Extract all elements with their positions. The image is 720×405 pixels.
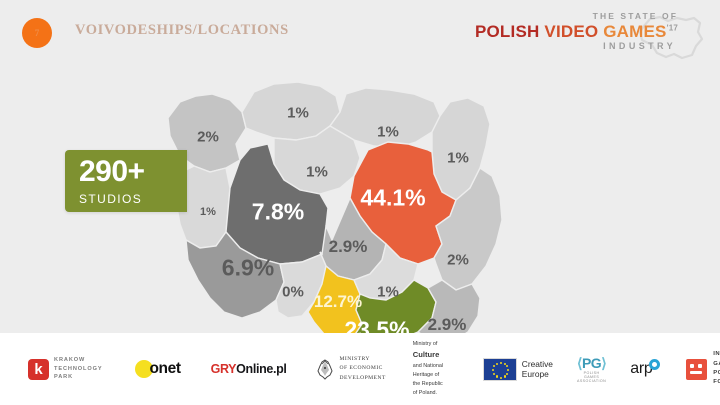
brand-text: THE STATE OF POLISH VIDEO GAMES'17 INDUS… xyxy=(475,12,678,51)
culture-line-1: Ministry of xyxy=(412,340,438,347)
brand-line-2: POLISH VIDEO GAMES'17 xyxy=(475,23,678,40)
culture-line-3: and National xyxy=(412,362,444,369)
poland-outline-icon xyxy=(638,15,704,60)
brand-word-games: GAMES xyxy=(603,21,667,41)
logo-krakow-technology-park[interactable]: k KRAKOW TECHNOLOGY PARK xyxy=(28,356,102,382)
ktp-line-2: TECHNOLOGY xyxy=(54,365,103,372)
moed-line-2: OF ECONOMIC xyxy=(339,365,383,372)
pg-mark: ⟨PG⟩ xyxy=(577,355,607,372)
gry-part-2: Online.pl xyxy=(236,362,287,376)
logo-gryonline[interactable]: GRYOnline.pl xyxy=(211,362,287,376)
poland-choropleth-map: 2% 1% 1% 1% 1% 1% 7.8% 44.1% 2% 6.9% 2.9% 0% 12.7% 1%… xyxy=(150,40,580,343)
map-regions-group xyxy=(167,81,503,340)
logo-polish-games-association[interactable]: ⟨PG⟩ POLISH GAMES ASSOCIATION xyxy=(576,355,607,383)
section-number: 7 xyxy=(34,28,40,38)
studios-label: STUDIOS xyxy=(79,192,143,206)
brand-line-3: INDUSTRY xyxy=(603,40,676,51)
moed-label: MINISTRY OF ECONOMIC DEVELOPMENT xyxy=(340,355,386,384)
igpf-square-icon xyxy=(686,358,708,380)
culture-line-2: Culture xyxy=(412,350,440,359)
logo-creative-europe[interactable]: Creative Europe xyxy=(482,357,553,381)
pg-letters: PG xyxy=(581,355,602,371)
culture-label: Ministry of Culture and National Heritag… xyxy=(413,340,461,398)
eu-flag-icon xyxy=(482,357,517,381)
gryonline-label: GRYOnline.pl xyxy=(211,362,287,376)
polish-eagle-crest-icon xyxy=(316,358,333,380)
ktp-line-3: PARK xyxy=(54,374,74,381)
creative-europe-label: Creative Europe xyxy=(522,359,553,380)
slide-header: 7 VOIVODESHIPS/LOCATIONS xyxy=(0,0,720,58)
arp-ring-icon xyxy=(649,359,661,370)
map-svg xyxy=(167,81,503,340)
moed-line-1: MINISTRY xyxy=(339,355,370,362)
logo-ministry-of-culture[interactable]: Ministry of Culture and National Heritag… xyxy=(413,340,461,398)
ktp-line-1: KRAKOW xyxy=(54,357,86,364)
section-number-badge: 7 xyxy=(22,18,52,48)
ktp-k-icon: k xyxy=(28,358,49,380)
culture-line-4: Heritage of xyxy=(412,371,440,378)
igpf-line-2: POLAND xyxy=(713,370,720,376)
ce-line-2: Europe xyxy=(521,369,549,379)
logo-arp[interactable]: arp xyxy=(630,359,661,378)
brand-line-1: THE STATE OF xyxy=(592,11,678,21)
gry-part-1: GRY xyxy=(210,362,237,376)
page-title: VOIVODESHIPS/LOCATIONS xyxy=(75,22,289,38)
brand-word-polish: POLISH xyxy=(474,21,540,41)
ce-line-1: Creative xyxy=(521,358,553,369)
partner-logo-strip: k KRAKOW TECHNOLOGY PARK onet GRYOnline.… xyxy=(0,333,720,405)
ktp-label: KRAKOW TECHNOLOGY PARK xyxy=(54,356,102,382)
studios-count: 290+ xyxy=(79,155,145,188)
logo-indie-games-poland-foundation[interactable]: INDIE GAMES POLAND FOUNDATION xyxy=(686,350,720,388)
brand-word-video: VIDEO xyxy=(544,21,599,41)
igpf-line-1: INDIE GAMES xyxy=(713,351,720,367)
culture-line-5: the Republic xyxy=(412,380,443,387)
brand-year-superscript: '17 xyxy=(666,22,678,32)
pg-chevron-left-icon: ⟨ xyxy=(577,355,582,371)
onet-dot-icon xyxy=(135,360,154,378)
onet-label: onet xyxy=(149,360,181,377)
pg-sublabel: POLISH GAMES ASSOCIATION xyxy=(576,371,607,383)
logo-onet[interactable]: onet xyxy=(135,360,181,378)
culture-line-6: of Poland. xyxy=(412,389,438,396)
studios-callout: 290+ STUDIOS xyxy=(65,150,187,212)
arp-label: arp xyxy=(630,360,653,377)
igpf-line-3: FOUNDATION xyxy=(713,379,720,386)
moed-line-3: DEVELOPMENT xyxy=(339,374,386,381)
region-podkarpackie[interactable] xyxy=(416,279,481,340)
pg-chevron-right-icon: ⟩ xyxy=(601,355,607,371)
igpf-label: INDIE GAMES POLAND FOUNDATION xyxy=(713,350,720,388)
logo-ministry-of-economic-development[interactable]: MINISTRY OF ECONOMIC DEVELOPMENT xyxy=(315,355,386,384)
brand-logo: THE STATE OF POLISH VIDEO GAMES'17 INDUS… xyxy=(475,8,706,66)
